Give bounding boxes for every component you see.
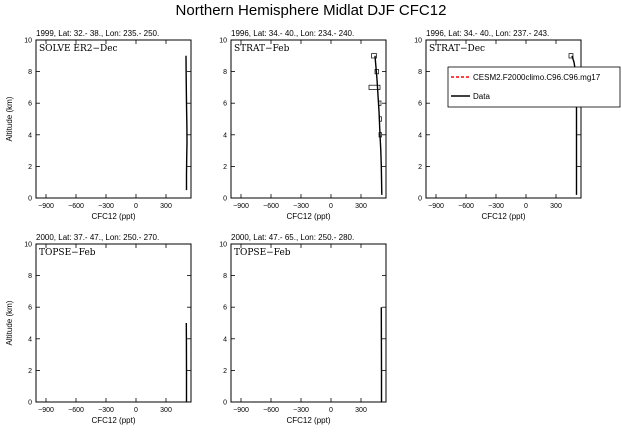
plot-frame — [230, 39, 387, 199]
y-tick-label: 2 — [223, 164, 227, 171]
x-tick-label: −300 — [98, 203, 114, 210]
y-tick-label: 6 — [223, 101, 227, 108]
x-tick-label: −300 — [293, 407, 309, 414]
y-tick-label: 8 — [223, 69, 227, 76]
x-tick-label: 0 — [329, 407, 333, 414]
data-range-box — [368, 84, 381, 90]
y-tick-label: 6 — [28, 305, 32, 312]
chart-panel-3: 1996, Lat: 34.- 40., Lon: 237.- 243. STRA… — [414, 29, 582, 221]
chart-panel-5: 2000, Lat: 47.- 65., Lon: 250.- 280. TOPS… — [219, 233, 387, 425]
legend-label-model: CESM2.F2000climo.C96.C96.mg17 — [473, 73, 601, 82]
y-tick-label: 6 — [223, 305, 227, 312]
y-axis-label: Altitude (km) — [5, 96, 14, 141]
x-tick-label: −300 — [488, 203, 504, 210]
x-tick-label: 300 — [550, 203, 562, 210]
x-tick-label: 300 — [160, 407, 172, 414]
y-tick-label: 4 — [223, 336, 227, 343]
y-tick-label: 0 — [418, 196, 422, 203]
y-tick-label: 8 — [418, 69, 422, 76]
y-tick-label: 10 — [414, 38, 422, 45]
y-tick-label: 4 — [418, 132, 422, 139]
y-tick-label: 4 — [28, 132, 32, 139]
x-tick-label: 0 — [524, 203, 528, 210]
y-tick-label: 8 — [28, 69, 32, 76]
y-tick-label: 0 — [223, 196, 227, 203]
data-profile-line — [374, 55, 383, 195]
y-tick-label: 8 — [223, 273, 227, 280]
chart-panel-1: 1999, Lat: 32.- 38., Lon: 235.- 250. SOLV… — [5, 29, 192, 221]
x-tick-label: 0 — [134, 407, 138, 414]
data-range-box — [568, 53, 574, 59]
chart-panel-2: 1996, Lat: 34.- 40., Lon: 234.- 240. STRA… — [219, 29, 387, 221]
x-tick-label: −900 — [38, 407, 54, 414]
y-tick-label: 10 — [219, 242, 227, 249]
y-tick-label: 6 — [28, 101, 32, 108]
plot-frame — [35, 243, 192, 403]
x-axis-label: CFC12 (ppt) — [286, 212, 330, 221]
panels: 1999, Lat: 32.- 38., Lon: 235.- 250. SOLV… — [5, 29, 582, 425]
x-tick-label: −300 — [98, 407, 114, 414]
panel-header: 2000, Lat: 37.- 47., Lon: 250.- 270. — [36, 233, 159, 242]
legend-box — [447, 66, 621, 108]
y-tick-label: 10 — [24, 38, 32, 45]
y-tick-label: 0 — [28, 400, 32, 407]
y-tick-label: 2 — [418, 164, 422, 171]
panel-header: 1996, Lat: 34.- 40., Lon: 234.- 240. — [231, 29, 354, 38]
x-tick-label: −600 — [263, 407, 279, 414]
x-tick-label: −300 — [293, 203, 309, 210]
x-tick-label: −600 — [458, 203, 474, 210]
panel-header: 1996, Lat: 34.- 40., Lon: 237.- 243. — [426, 29, 549, 38]
x-tick-label: 300 — [355, 203, 367, 210]
y-tick-label: 10 — [24, 242, 32, 249]
panel-header: 1999, Lat: 32.- 38., Lon: 235.- 250. — [36, 29, 159, 38]
x-tick-label: −600 — [68, 407, 84, 414]
y-tick-label: 2 — [223, 368, 227, 375]
plot-frame — [425, 39, 582, 199]
campaign-label: SOLVE ER2−Dec — [39, 44, 118, 54]
x-tick-label: 300 — [355, 407, 367, 414]
x-tick-label: 300 — [160, 203, 172, 210]
campaign-label: TOPSE−Feb — [234, 248, 291, 258]
y-tick-label: 8 — [28, 273, 32, 280]
x-tick-label: −900 — [233, 407, 249, 414]
chart-panel-4: 2000, Lat: 37.- 47., Lon: 250.- 270. TOPS… — [5, 233, 192, 425]
campaign-label: STRAT−Dec — [429, 44, 485, 54]
campaign-label: TOPSE−Feb — [39, 248, 96, 258]
y-tick-label: 10 — [219, 38, 227, 45]
campaign-label: STRAT−Feb — [234, 44, 290, 54]
panel-header: 2000, Lat: 47.- 65., Lon: 250.- 280. — [231, 233, 354, 242]
y-tick-label: 2 — [28, 368, 32, 375]
x-tick-label: 0 — [329, 203, 333, 210]
legend-label-data: Data — [473, 92, 490, 101]
plot-frame — [35, 39, 192, 199]
y-tick-label: 0 — [223, 400, 227, 407]
x-axis-label: CFC12 (ppt) — [286, 416, 330, 425]
legend: CESM2.F2000climo.C96.C96.mg17 Data — [447, 66, 621, 108]
x-tick-label: −900 — [233, 203, 249, 210]
x-tick-label: −900 — [428, 203, 444, 210]
x-axis-label: CFC12 (ppt) — [481, 212, 525, 221]
x-tick-label: 0 — [134, 203, 138, 210]
y-tick-label: 4 — [223, 132, 227, 139]
y-tick-label: 4 — [28, 336, 32, 343]
y-axis-label: Altitude (km) — [5, 300, 14, 345]
x-axis-label: CFC12 (ppt) — [91, 212, 135, 221]
plot-frame — [230, 243, 387, 403]
page-title: Northern Hemisphere Midlat DJF CFC12 — [175, 2, 447, 19]
x-tick-label: −600 — [263, 203, 279, 210]
data-range-box — [371, 53, 377, 59]
x-axis-label: CFC12 (ppt) — [91, 416, 135, 425]
x-tick-label: −900 — [38, 203, 54, 210]
y-tick-label: 6 — [418, 101, 422, 108]
y-tick-label: 2 — [28, 164, 32, 171]
data-profile-line — [185, 55, 188, 191]
x-tick-label: −600 — [68, 203, 84, 210]
y-tick-label: 0 — [28, 196, 32, 203]
